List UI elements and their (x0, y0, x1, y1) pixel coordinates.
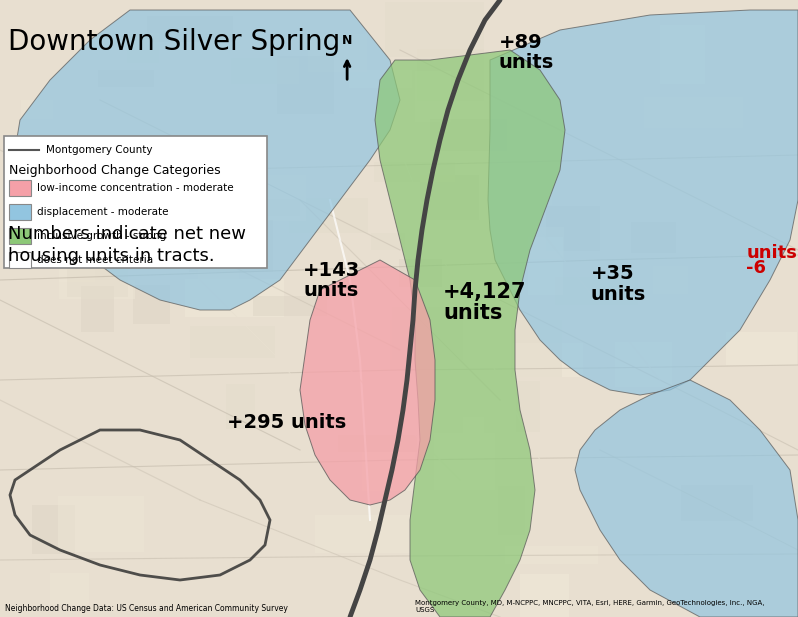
Bar (498, 486, 524, 536)
Polygon shape (575, 380, 798, 617)
Text: low-income concentration - moderate: low-income concentration - moderate (37, 183, 234, 193)
Bar (133, 285, 170, 324)
Bar (59, 280, 135, 299)
Bar (198, 263, 239, 316)
Bar (362, 450, 415, 491)
Bar (429, 119, 507, 151)
Bar (49, 573, 89, 605)
Bar (547, 207, 600, 251)
Text: +143
units: +143 units (303, 261, 361, 300)
Text: displacement - moderate: displacement - moderate (37, 207, 168, 217)
Bar (81, 286, 114, 332)
Bar (614, 342, 672, 387)
Bar (134, 185, 222, 209)
Bar (399, 259, 442, 288)
Bar (349, 70, 413, 88)
Bar (67, 268, 128, 297)
Bar (371, 233, 405, 250)
Text: Downtown Silver Spring: Downtown Silver Spring (8, 28, 340, 56)
Text: Montgomery County: Montgomery County (46, 145, 152, 155)
Bar (58, 247, 95, 283)
Text: Montgomery County, MD, M-NCPPC, MNCPPC, VITA, Esri, HERE, Garmin, GeoTechnologie: Montgomery County, MD, M-NCPPC, MNCPPC, … (415, 600, 764, 613)
Text: Neighborhood Change Categories: Neighborhood Change Categories (9, 164, 220, 176)
Polygon shape (300, 260, 435, 505)
Text: +35
units: +35 units (591, 264, 646, 304)
Bar (185, 279, 283, 317)
Bar (393, 307, 463, 360)
Text: units: units (746, 244, 797, 262)
Bar (226, 384, 255, 429)
Bar (726, 332, 796, 365)
Text: Neighborhood Change Data: US Census and American Community Survey: Neighborhood Change Data: US Census and … (5, 604, 288, 613)
Bar (681, 486, 753, 521)
Bar (309, 34, 367, 72)
Bar (254, 296, 327, 316)
Bar (511, 320, 562, 376)
Bar (525, 226, 563, 259)
Bar (314, 515, 410, 553)
Bar (9, 180, 31, 196)
Bar (420, 175, 480, 220)
Bar (21, 101, 53, 119)
Text: inclusive growth - strong: inclusive growth - strong (37, 231, 166, 241)
Bar (516, 381, 540, 432)
Bar (434, 433, 495, 490)
Bar (290, 198, 368, 233)
Bar (389, 320, 419, 370)
Bar (9, 204, 31, 220)
Bar (385, 2, 484, 57)
Bar (374, 162, 456, 182)
Text: +4,127
units: +4,127 units (443, 281, 527, 323)
Bar (644, 97, 744, 128)
Bar (528, 237, 563, 296)
Text: +295 units: +295 units (227, 413, 346, 432)
Bar (253, 175, 306, 221)
Bar (513, 342, 583, 378)
Bar (98, 70, 153, 87)
Bar (504, 546, 598, 563)
Polygon shape (375, 50, 565, 617)
Text: does not meet criteria: does not meet criteria (37, 255, 153, 265)
Bar (514, 165, 552, 205)
Bar (147, 16, 232, 42)
Bar (225, 199, 299, 216)
Bar (417, 49, 484, 101)
Bar (231, 57, 299, 84)
Bar (32, 505, 75, 554)
Bar (661, 25, 705, 84)
Bar (189, 220, 274, 271)
Text: Numbers indicate net new
housing units in tracts.: Numbers indicate net new housing units i… (8, 225, 246, 265)
Bar (463, 418, 484, 459)
Bar (9, 252, 31, 268)
Polygon shape (15, 10, 400, 310)
Bar (555, 278, 638, 305)
Bar (630, 222, 676, 253)
Bar (58, 496, 144, 552)
Text: -6: -6 (746, 259, 766, 278)
Bar (4, 136, 267, 268)
Bar (168, 170, 239, 189)
Bar (9, 228, 31, 244)
Bar (653, 265, 689, 294)
Text: N: N (342, 34, 353, 47)
Bar (190, 326, 275, 358)
Polygon shape (488, 10, 798, 395)
Bar (277, 56, 334, 114)
Text: +89
units: +89 units (499, 33, 554, 72)
Bar (415, 70, 451, 122)
Bar (520, 574, 569, 617)
Bar (338, 435, 417, 452)
Bar (127, 33, 159, 63)
